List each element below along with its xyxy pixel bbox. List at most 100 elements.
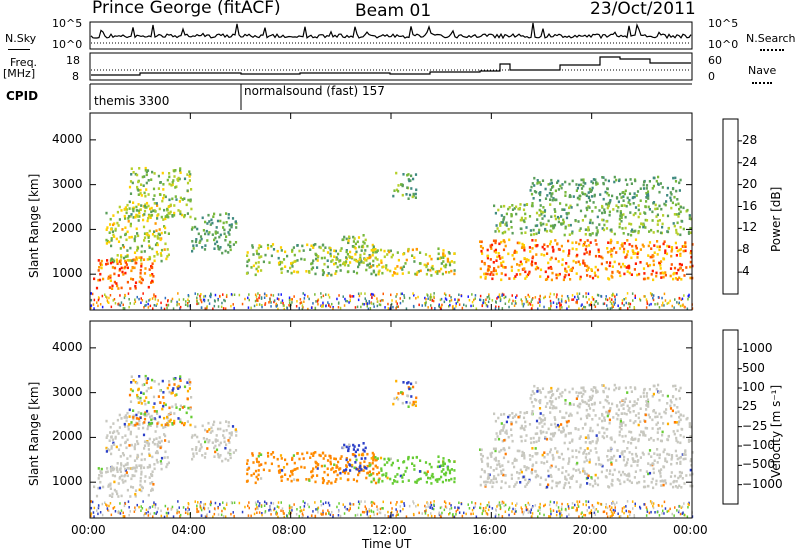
velocity-cell — [380, 469, 383, 472]
velocity-cell — [171, 422, 174, 425]
power-cell — [336, 297, 338, 301]
power-cell — [635, 246, 638, 250]
power-cell — [411, 248, 414, 252]
power-cell — [256, 252, 259, 255]
power-cell — [635, 194, 638, 197]
velocity-cell — [560, 431, 563, 434]
velocity-cell — [134, 495, 137, 498]
power-cell — [250, 306, 252, 310]
power-cell — [678, 267, 682, 270]
power-cell — [323, 256, 326, 260]
velocity-cell — [273, 507, 276, 510]
power-cell — [617, 200, 620, 204]
power-cell — [623, 204, 626, 207]
power-cell — [524, 270, 527, 274]
power-cell — [363, 258, 366, 261]
power-cell — [682, 227, 685, 231]
velocity-cell — [571, 438, 574, 442]
power-cell — [151, 279, 154, 283]
power-cell — [589, 190, 592, 193]
power-cell — [663, 202, 666, 206]
velocity-cell — [339, 514, 342, 518]
velocity-cell — [134, 506, 136, 509]
power-cell — [661, 222, 664, 226]
velocity-cell — [277, 469, 281, 473]
power-cell — [153, 209, 156, 212]
velocity-cell — [675, 436, 678, 440]
power-cell — [224, 238, 227, 242]
velocity-cell — [407, 381, 410, 384]
power-cell — [380, 261, 383, 264]
velocity-cell — [360, 500, 362, 503]
power-cell — [112, 223, 115, 227]
power-cell — [119, 235, 122, 239]
velocity-cell — [116, 492, 119, 496]
power-cell — [151, 273, 154, 276]
velocity-cell — [264, 510, 267, 513]
velocity-cell — [199, 443, 203, 446]
velocity-cell — [257, 473, 260, 477]
power-cell — [408, 179, 411, 183]
velocity-cell — [611, 402, 614, 406]
velocity-cell — [110, 452, 113, 456]
velocity-cell — [658, 514, 661, 517]
velocity-cell — [615, 459, 618, 462]
velocity-cell — [648, 416, 651, 419]
power-cell — [145, 300, 148, 304]
power-cell — [191, 226, 194, 229]
power-cell — [370, 293, 372, 296]
velocity-cell — [147, 442, 151, 446]
velocity-cell — [623, 412, 626, 415]
power-cell — [655, 215, 658, 218]
power-cell — [153, 202, 156, 205]
power-cell — [632, 213, 635, 217]
velocity-cell — [397, 513, 399, 516]
power-cell — [328, 304, 330, 307]
power-cell — [163, 208, 166, 212]
power-cell — [105, 211, 108, 215]
power-cell — [495, 305, 497, 308]
power-cell — [642, 267, 646, 270]
velocity-cell — [620, 422, 623, 425]
power-cell — [381, 299, 383, 302]
power-cell — [144, 267, 147, 270]
power-cell — [679, 252, 682, 256]
velocity-cell — [296, 508, 298, 511]
velocity-cell — [144, 475, 147, 478]
power-cell — [418, 303, 420, 307]
velocity-cell — [500, 413, 503, 416]
power-cell — [405, 307, 408, 310]
power-cell — [148, 268, 151, 271]
velocity-cell — [151, 487, 154, 491]
velocity-cell — [585, 503, 587, 507]
power-cell — [479, 267, 482, 271]
power-cell — [549, 240, 552, 243]
power-cell — [530, 192, 534, 196]
power-cell — [108, 301, 110, 304]
velocity-cell — [145, 389, 148, 393]
power-cell — [543, 253, 546, 257]
velocity-cell — [564, 475, 567, 479]
velocity-cell — [333, 457, 336, 460]
power-cell — [153, 255, 156, 258]
velocity-cell — [658, 427, 661, 430]
power-cell — [623, 298, 625, 301]
power-cell — [171, 183, 174, 186]
velocity-cell — [100, 474, 103, 478]
power-cell — [386, 253, 389, 256]
power-cell — [199, 239, 202, 243]
velocity-cell — [634, 452, 638, 456]
velocity-cell — [140, 470, 143, 474]
power-cell — [254, 273, 257, 277]
power-cell — [283, 304, 285, 307]
velocity-cell — [349, 502, 351, 505]
velocity-cell — [188, 387, 191, 390]
power-cell — [147, 240, 150, 243]
power-cell — [564, 267, 567, 271]
velocity-cell — [139, 400, 142, 403]
power-cell — [602, 176, 605, 179]
velocity-cell — [323, 470, 326, 474]
power-cell — [670, 250, 673, 253]
power-cell — [525, 275, 528, 278]
velocity-cell — [647, 413, 650, 417]
